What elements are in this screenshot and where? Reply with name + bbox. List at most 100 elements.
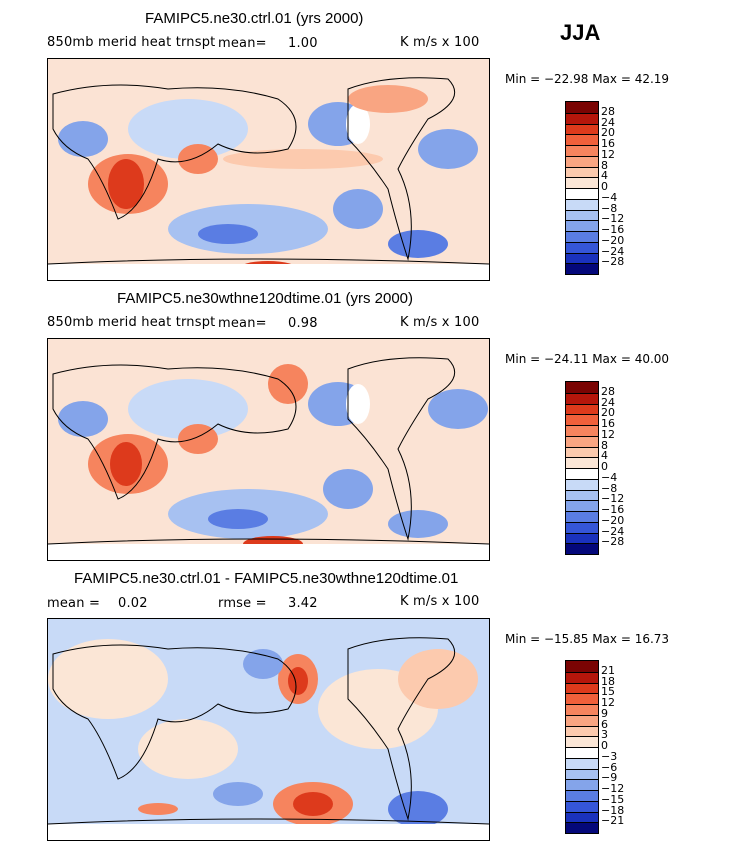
panel-3-mean-value: 0.02 — [118, 596, 148, 611]
colorbar-swatch — [566, 489, 598, 501]
colorbar-label: −16 — [601, 223, 625, 236]
colorbar-swatch — [566, 134, 598, 145]
colorbar-swatch — [566, 768, 598, 780]
colorbar-label: −28 — [601, 535, 625, 549]
colorbar-swatch — [566, 102, 598, 113]
colorbar-label: 20 — [601, 126, 615, 140]
colorbar-swatch — [566, 725, 598, 737]
colorbar-label: 8 — [601, 158, 608, 172]
colorbar-label: −28 — [601, 255, 625, 269]
colorbar-label: −15 — [601, 792, 625, 806]
colorbar-swatch — [566, 123, 598, 135]
colorbar-label: −16 — [601, 503, 625, 516]
colorbar-swatch — [566, 403, 598, 415]
colorbar-swatch — [566, 693, 598, 704]
panel-1-mean-value: 1.00 — [288, 36, 318, 51]
colorbar-swatch — [566, 209, 598, 221]
panel-2-title: FAMIPC5.ne30wthne120dtime.01 (yrs 2000) — [117, 290, 413, 307]
colorbar-swatch — [566, 714, 598, 726]
colorbar-label: 12 — [601, 147, 615, 161]
colorbar-label: 24 — [601, 115, 615, 129]
panel-3-map — [47, 618, 490, 841]
colorbar-label: 8 — [601, 438, 608, 452]
colorbar-swatch — [566, 661, 598, 672]
colorbar-label: −8 — [601, 481, 618, 495]
colorbar-label: 0 — [601, 739, 608, 752]
colorbar-swatch — [566, 682, 598, 694]
colorbar-label: 0 — [601, 460, 608, 473]
panel-1-title: FAMIPC5.ne30.ctrl.01 (yrs 2000) — [145, 10, 364, 27]
colorbar-label: −12 — [601, 782, 625, 795]
colorbar-swatch — [566, 511, 598, 522]
colorbar-label: −3 — [601, 749, 618, 763]
colorbar-swatch — [566, 790, 598, 801]
colorbar-swatch — [566, 757, 598, 769]
colorbar-swatch — [566, 543, 598, 554]
panel-3-mean-label: mean = — [47, 596, 101, 611]
colorbar-swatch — [566, 521, 598, 533]
colorbar-swatch — [566, 446, 598, 458]
colorbar-swatch — [566, 468, 598, 479]
colorbar-swatch — [566, 800, 598, 812]
colorbar-swatch — [566, 500, 598, 511]
panel-1-contour-field — [48, 59, 489, 280]
panel-1-map — [47, 58, 490, 281]
colorbar-swatch — [566, 822, 598, 833]
colorbar-swatch — [566, 220, 598, 231]
colorbar-label: −21 — [601, 814, 625, 828]
colorbar-swatch — [566, 145, 598, 156]
panel-2-minmax: Min = −24.11 Max = 40.00 — [505, 352, 670, 366]
panel-2-units: K m/s x 100 — [400, 315, 480, 330]
colorbar-label: 21 — [601, 663, 615, 677]
colorbar-label: 18 — [601, 674, 615, 688]
colorbar-swatch — [566, 382, 598, 393]
colorbar-label: −20 — [601, 233, 625, 247]
colorbar-label: −12 — [601, 492, 625, 506]
colorbar-label: 4 — [601, 169, 608, 183]
colorbar-swatch — [566, 435, 598, 447]
colorbar-label: 6 — [601, 717, 608, 731]
colorbar-swatch — [566, 241, 598, 253]
panel-3-rmse-value: 3.42 — [288, 596, 318, 611]
colorbar-swatch — [566, 198, 598, 210]
colorbar-label: −24 — [601, 524, 625, 538]
panel-3-title: FAMIPC5.ne30.ctrl.01 - FAMIPC5.ne30wthne… — [74, 570, 459, 587]
colorbar-swatch — [566, 414, 598, 425]
colorbar-label: 4 — [601, 449, 608, 463]
colorbar-label: −4 — [601, 190, 618, 204]
colorbar-swatch — [566, 425, 598, 436]
panel-3-minmax: Min = −15.85 Max = 16.73 — [505, 632, 670, 646]
colorbar-swatch — [566, 231, 598, 242]
colorbar-label: 9 — [601, 706, 608, 720]
colorbar-label: 12 — [601, 696, 615, 709]
panel-3-contour-field — [48, 619, 489, 840]
colorbar-label: −4 — [601, 470, 618, 484]
panel-1-colorbar — [565, 101, 599, 275]
colorbar-swatch — [566, 736, 598, 747]
colorbar-swatch — [566, 532, 598, 544]
colorbar-swatch — [566, 155, 598, 167]
colorbar-swatch — [566, 704, 598, 715]
panel-2-mean-value: 0.98 — [288, 316, 318, 331]
colorbar-label: 28 — [601, 104, 615, 118]
panel-2-variable: 850mb merid heat trnspt — [47, 315, 216, 330]
colorbar-swatch — [566, 252, 598, 264]
colorbar-swatch — [566, 188, 598, 199]
colorbar-label: 3 — [601, 728, 608, 742]
colorbar-swatch — [566, 457, 598, 468]
colorbar-swatch — [566, 671, 598, 683]
colorbar-label: 16 — [601, 137, 615, 150]
colorbar-label: −8 — [601, 201, 618, 215]
colorbar-label: −18 — [601, 803, 625, 817]
panel-1-mean-label: mean= — [218, 36, 267, 51]
panel-1-variable: 850mb merid heat trnspt — [47, 35, 216, 50]
colorbar-swatch — [566, 392, 598, 404]
colorbar-label: −9 — [601, 771, 618, 785]
panel-1-units: K m/s x 100 — [400, 35, 480, 50]
colorbar-label: 15 — [601, 685, 615, 699]
colorbar-swatch — [566, 779, 598, 790]
colorbar-swatch — [566, 478, 598, 490]
colorbar-label: 16 — [601, 417, 615, 430]
colorbar-swatch — [566, 166, 598, 178]
colorbar-swatch — [566, 811, 598, 823]
